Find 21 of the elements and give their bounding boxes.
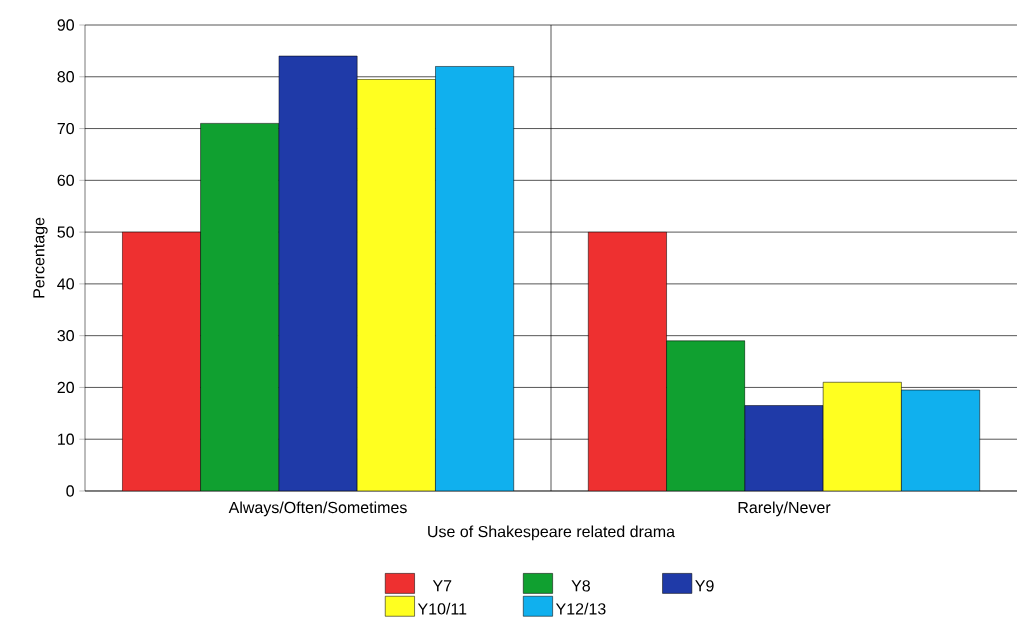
legend-label: Y8 xyxy=(571,580,590,592)
y-tick-label: 90 xyxy=(57,19,74,31)
x-axis-title: Use of Shakespeare related drama xyxy=(428,525,676,541)
legend-label: Y9 xyxy=(695,580,714,592)
y-tick-label: 10 xyxy=(58,433,74,445)
y-tick-label: 70 xyxy=(57,122,74,135)
y-tick-label: 20 xyxy=(57,381,74,394)
legend-label: Y12/13 xyxy=(555,602,606,615)
y-tick-label: 80 xyxy=(57,71,74,83)
bar xyxy=(200,123,280,491)
legend-label: Y10/11 xyxy=(417,602,467,615)
y-tick-label: 50 xyxy=(57,226,74,238)
y-tick-label: 30 xyxy=(57,330,74,342)
x-tick-label: Always/Often/Sometimes xyxy=(228,501,407,517)
legend-label: Y7 xyxy=(432,580,452,592)
y-tick-label: 40 xyxy=(57,278,74,290)
y-tick-label: 60 xyxy=(57,174,74,186)
x-tick-label: Rarely/Never xyxy=(738,501,831,517)
y-axis-title: Percentage xyxy=(33,217,48,298)
y-tick-label: 0 xyxy=(66,485,74,497)
bar xyxy=(666,340,746,491)
